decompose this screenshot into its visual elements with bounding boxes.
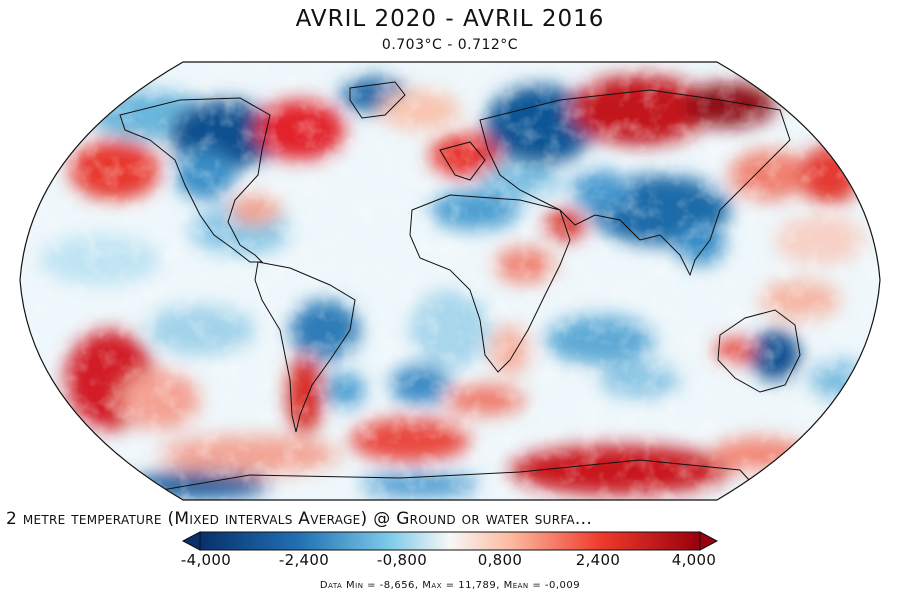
colorbar-tick-label: 2,400 [575,551,621,569]
colorbar-tick-label: 0,800 [477,551,523,569]
map-frame [19,61,881,501]
colorbar-gradient [199,531,701,551]
variable-label: 2 metre temperature (Mixed intervals Ave… [6,509,593,529]
colorbar-tick-label: 4,000 [671,551,717,569]
colorbar [181,531,719,551]
map-subtitle: 0.703°C - 0.712°C [381,37,519,53]
colorbar-tick-label: -0,800 [376,551,428,569]
colorbar-tick-label: -2,400 [278,551,330,569]
colorbar-max-extend [699,531,719,551]
map-title: AVRIL 2020 - AVRIL 2016 [295,6,605,32]
map-field [20,62,880,500]
data-stats: Data Min = -8,656, Max = 11,789, Mean = … [319,580,581,591]
colorbar-min-extend [181,531,201,551]
coastlines [119,81,801,493]
colorbar-tick-label: -4,000 [180,551,232,569]
